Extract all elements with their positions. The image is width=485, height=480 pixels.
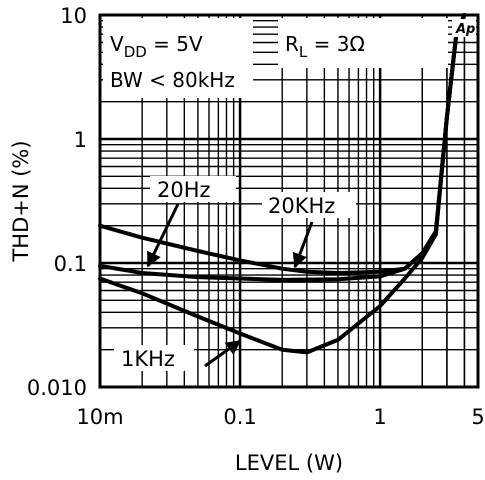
annotation-20khz-box (262, 192, 356, 218)
annotation-20hz-arrow (146, 203, 180, 268)
x-tick-label: 10m (76, 405, 123, 429)
ap-logo: Ap (455, 22, 475, 37)
rl-box (278, 18, 448, 68)
x-tick-label: 0.1 (223, 405, 256, 429)
rl-label: RL = 3Ω (285, 32, 365, 61)
y-tick-label: 10 (60, 4, 87, 28)
series-layer (98, 13, 467, 355)
bw-label: BW < 80kHz (110, 68, 235, 92)
y-tick-label: 0.1 (54, 252, 87, 276)
y-tick-label: 0.010 (27, 376, 87, 400)
y-tick-label: 1 (74, 128, 87, 152)
x-axis-label: LEVEL (W) (235, 451, 343, 475)
annotation-1khz-box (114, 345, 194, 371)
vdd-label: VDD = 5V (110, 32, 203, 61)
series-line-1khz (98, 13, 467, 355)
y-axis-label: THD+N (%) (9, 140, 33, 262)
annotation-20hz-box (150, 176, 236, 202)
tick-layer: 10m 0.1 1 5 10 1 0.1 0.010 (27, 4, 485, 429)
conditions-box (103, 18, 253, 98)
x-tick-label: 1 (373, 405, 386, 429)
annotation-1khz: 1KHz (121, 347, 175, 371)
x-tick-label: 5 (471, 405, 484, 429)
annotation-20khz-arrow (292, 221, 314, 269)
plot-frame (98, 13, 480, 389)
annotation-20hz: 20Hz (157, 178, 211, 202)
annotation-20khz: 20KHz (268, 194, 335, 218)
annotation-1khz-arrow (204, 339, 242, 368)
ap-logo-box (452, 19, 476, 37)
